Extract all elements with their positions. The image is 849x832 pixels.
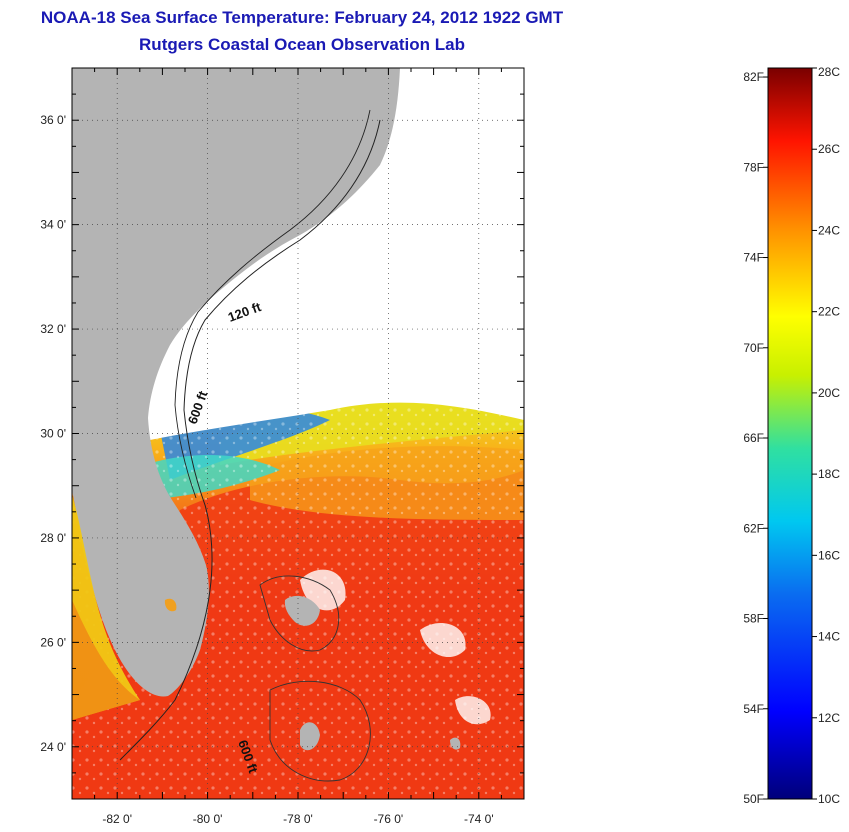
latitude-tick-label: 30 0': [40, 427, 66, 441]
longitude-tick-label: -74 0': [464, 812, 494, 826]
fahrenheit-tick-label: 50F: [743, 792, 764, 806]
fahrenheit-tick-label: 66F: [743, 431, 764, 445]
fahrenheit-tick-label: 78F: [743, 160, 764, 174]
colorbar-gradient: [768, 68, 812, 799]
fahrenheit-tick-label: 82F: [743, 70, 764, 84]
map-title: NOAA-18 Sea Surface Temperature: Februar…: [40, 8, 564, 27]
graticule: [72, 68, 524, 799]
contour-120ft: [174, 109, 371, 499]
latitude-tick-label: 32 0': [40, 322, 66, 336]
contour-little-bahama-bank: [259, 575, 340, 652]
colorbar-fahrenheit-scale: 82F 78F 74F 70F 66F 62F 58F 54F 50F: [743, 70, 768, 806]
map-subtitle: Rutgers Coastal Ocean Observation Lab: [139, 35, 465, 54]
land-mass: [72, 68, 400, 697]
celsius-tick-label: 22C: [818, 305, 840, 319]
cloud-patch-3: [455, 696, 491, 725]
latitude-tick-label: 28 0': [40, 531, 66, 545]
bahamas-andros: [300, 722, 320, 751]
celsius-tick-label: 20C: [818, 386, 840, 400]
gulf-shelf-warm: [72, 600, 140, 720]
celsius-tick-label: 14C: [818, 630, 840, 644]
bahamas-abaco: [284, 595, 320, 626]
celsius-tick-label: 10C: [818, 792, 840, 806]
lake-okeechobee: [164, 598, 177, 612]
fahrenheit-tick-label: 74F: [743, 251, 764, 265]
latitude-tick-label: 34 0': [40, 218, 66, 232]
fahrenheit-tick-label: 58F: [743, 612, 764, 626]
celsius-tick-label: 26C: [818, 142, 840, 156]
colorbar-celsius-scale: 28C 26C 24C 22C 20C 18C 16C 14C 12C 10C: [812, 65, 840, 806]
celsius-tick-label: 28C: [818, 65, 840, 79]
colorbar-frame: [767, 67, 813, 800]
fahrenheit-tick-label: 54F: [743, 702, 764, 716]
longitude-tick-label: -76 0': [374, 812, 404, 826]
cloud-patch-2: [420, 622, 466, 658]
latitude-tick-label: 24 0': [40, 740, 66, 754]
celsius-tick-label: 12C: [818, 711, 840, 725]
fahrenheit-tick-label: 62F: [743, 521, 764, 535]
longitude-axis: -82 0' -80 0' -78 0' -76 0' -74 0': [71, 68, 525, 826]
celsius-tick-label: 24C: [818, 223, 840, 237]
latitude-tick-label: 26 0': [40, 635, 66, 649]
longitude-tick-label: -80 0': [193, 812, 223, 826]
map-panel: 120 ft 600 ft 600 ft: [72, 68, 524, 799]
celsius-tick-label: 16C: [818, 548, 840, 562]
longitude-tick-label: -78 0': [283, 812, 313, 826]
longitude-tick-label: -82 0': [102, 812, 132, 826]
latitude-axis: 36 0' 34 0' 32 0' 30 0' 28 0' 26 0' 24 0': [40, 67, 524, 800]
contour-600ft: [119, 119, 381, 761]
contour-great-bahama-bank: [269, 680, 371, 782]
celsius-tick-label: 18C: [818, 467, 840, 481]
temperature-colorbar: 82F 78F 74F 70F 66F 62F 58F 54F 50F 28C 26C 24C 22C…: [743, 65, 840, 806]
latitude-tick-label: 36 0': [40, 113, 66, 127]
fahrenheit-tick-label: 70F: [743, 341, 764, 355]
